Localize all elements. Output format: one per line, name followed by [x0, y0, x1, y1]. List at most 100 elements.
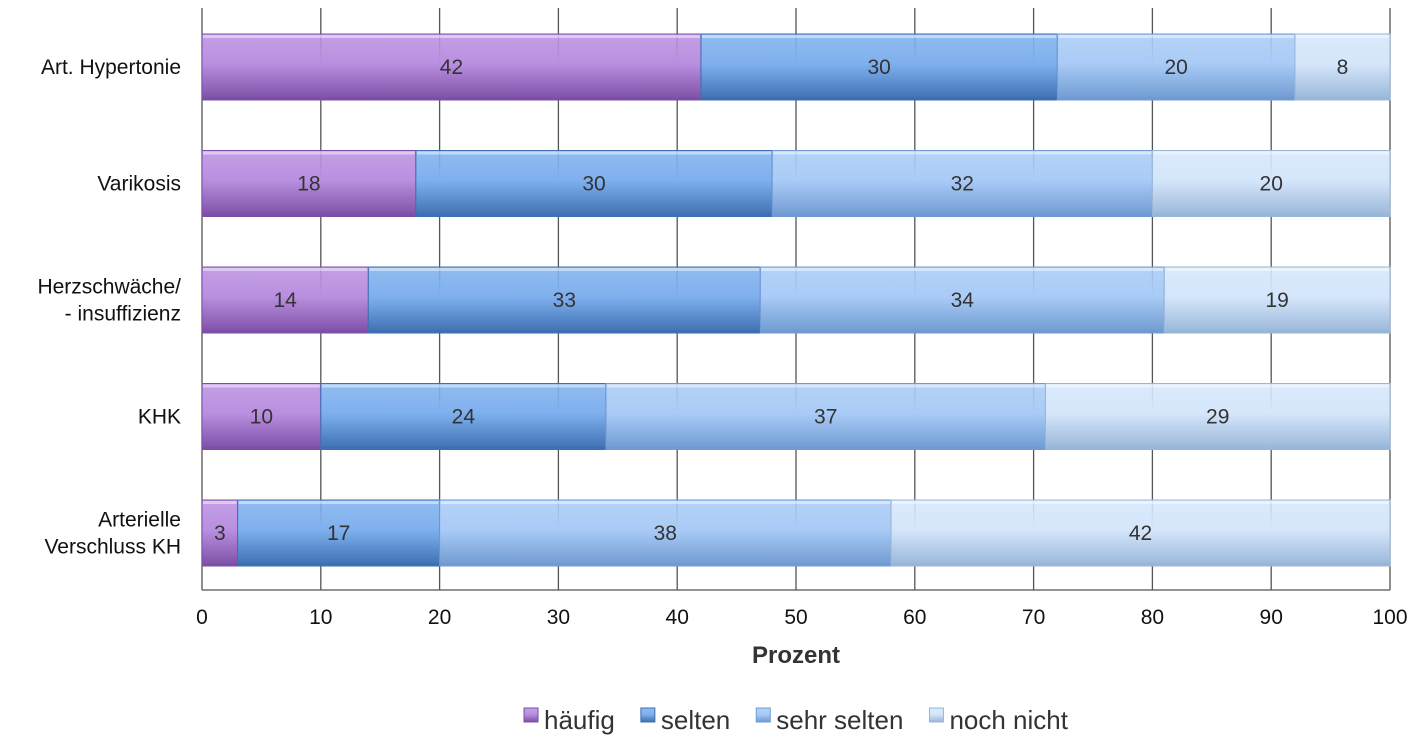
bar-segment — [415, 150, 773, 217]
data-label: 20 — [1260, 173, 1283, 196]
data-label: 18 — [297, 173, 320, 196]
bar-highlight — [321, 384, 605, 388]
bar-highlight — [761, 268, 1164, 271]
legend-swatch — [523, 707, 539, 723]
bar-highlight — [1153, 151, 1389, 155]
bar-shadow — [1045, 446, 1390, 450]
bar-highlight — [1295, 35, 1389, 38]
data-label: 30 — [582, 173, 605, 196]
x-tick-label: 50 — [784, 606, 807, 629]
bar-shadow — [700, 97, 1058, 100]
bar-shadow — [320, 446, 606, 450]
bar-highlight — [203, 501, 237, 504]
data-label: 24 — [452, 406, 476, 429]
x-tick-label: 40 — [666, 606, 689, 629]
data-label: 8 — [1337, 56, 1349, 79]
legend-label: selten — [661, 705, 730, 735]
bar-highlight — [606, 384, 1045, 388]
bar-segment — [1044, 383, 1391, 450]
legend-item: noch nicht — [928, 705, 1069, 735]
bar-highlight — [1058, 35, 1294, 38]
legend-label: sehr selten — [776, 705, 903, 735]
bar-highlight — [416, 151, 772, 155]
bar-highlight — [203, 268, 368, 271]
legend-swatch — [640, 707, 656, 723]
category-label: Varikosis — [97, 173, 181, 196]
bar-highlight — [701, 35, 1057, 38]
bar-highlight — [1046, 384, 1389, 388]
x-tick-label: 10 — [309, 606, 332, 629]
data-label: 20 — [1164, 56, 1187, 79]
bar-segment — [700, 33, 1058, 101]
legend-label: häufig — [544, 705, 615, 735]
x-tick-label: 90 — [1260, 606, 1283, 629]
bar-shadow — [415, 213, 773, 217]
data-label: 3 — [214, 522, 226, 545]
data-labels: 42 30 20 8 18 30 32 20 14 33 34 19 10 24 37 29 3 17 38 42 — [214, 56, 1348, 545]
bar-highlight — [203, 35, 700, 38]
bar-shadow — [202, 97, 701, 100]
x-tick-label: 20 — [428, 606, 451, 629]
bars — [201, 33, 1391, 567]
bar-shadow — [202, 563, 238, 566]
data-label: 17 — [327, 522, 350, 545]
bar-shadow — [202, 213, 416, 217]
bar-segment — [1163, 266, 1391, 334]
data-label: 32 — [951, 173, 974, 196]
bar-segment — [439, 499, 892, 567]
category-label: - insuffizienz — [65, 303, 181, 326]
bar-highlight — [1165, 268, 1389, 271]
category-labels: Art. Hypertonie Varikosis Herzschwäche/ - i… — [37, 56, 181, 559]
bar-shadow — [439, 563, 892, 566]
data-label: 34 — [951, 289, 975, 312]
bar-shadow — [237, 563, 440, 566]
x-tick-label: 60 — [903, 606, 926, 629]
bar-shadow — [772, 213, 1153, 217]
data-label: 42 — [1129, 522, 1152, 545]
data-label: 14 — [273, 289, 297, 312]
bar-shadow — [605, 446, 1046, 450]
bar-segment — [1294, 33, 1391, 101]
bar-shadow — [1057, 97, 1295, 100]
bar-highlight — [440, 501, 891, 504]
bar-shadow — [891, 563, 1390, 566]
data-label: 10 — [250, 406, 273, 429]
bar-segment — [771, 150, 1153, 217]
x-tick-label: 30 — [547, 606, 570, 629]
bar-highlight — [892, 501, 1389, 504]
bar-segment — [201, 150, 417, 217]
x-tick-label: 0 — [196, 606, 208, 629]
legend-swatch — [755, 707, 771, 723]
x-tick-label: 100 — [1372, 606, 1407, 629]
x-axis-title: Prozent — [752, 642, 840, 669]
bar-highlight — [369, 268, 760, 271]
bar-shadow — [368, 330, 761, 333]
bar-shadow — [1152, 213, 1390, 217]
data-label: 38 — [654, 522, 677, 545]
data-label: 19 — [1265, 289, 1288, 312]
bar-highlight — [238, 501, 439, 504]
bar-shadow — [1294, 97, 1390, 100]
bar-segment — [367, 266, 761, 334]
legend: häufig selten sehr selten noch nicht — [523, 705, 1069, 735]
bar-segment — [1151, 150, 1391, 217]
x-tick-label: 70 — [1022, 606, 1045, 629]
bar-highlight — [203, 151, 415, 155]
legend-swatch — [928, 707, 944, 723]
bar-highlight — [773, 151, 1152, 155]
data-label: 42 — [440, 56, 463, 79]
bar-shadow — [202, 446, 321, 450]
bar-segment — [201, 383, 322, 450]
legend-label: noch nicht — [949, 705, 1068, 735]
legend-item: sehr selten — [755, 705, 903, 735]
bar-segment — [201, 266, 369, 334]
bar-shadow — [1164, 330, 1390, 333]
legend-item: häufig — [523, 705, 615, 735]
category-label: Arterielle — [98, 509, 181, 532]
data-label: 29 — [1206, 406, 1229, 429]
bar-segment — [320, 383, 607, 450]
category-label: KHK — [138, 406, 181, 429]
bar-highlight — [203, 384, 320, 388]
category-label: Art. Hypertonie — [41, 56, 181, 79]
